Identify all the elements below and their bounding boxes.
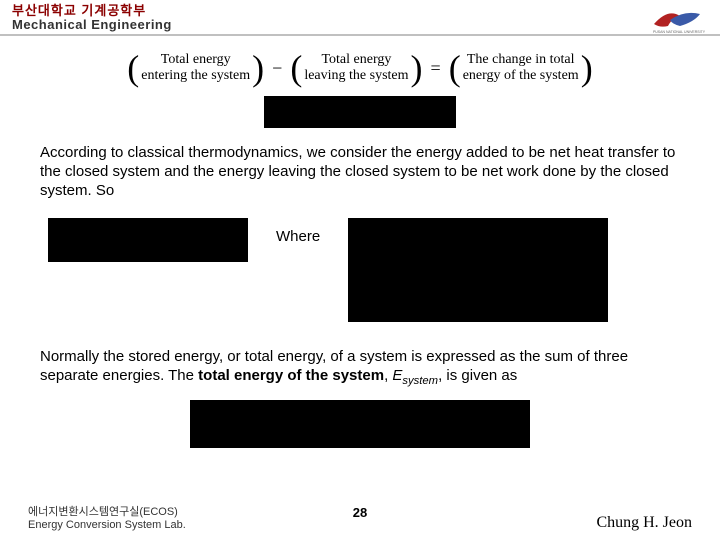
redacted-equation-4 [190,400,530,448]
department-name-kr: 부산대학교 기계공학부 [12,4,172,18]
left-paren-icon: ( [290,50,302,86]
eq-term-entering: ( Total energy entering the system ) [127,50,264,86]
department-block: 부산대학교 기계공학부 Mechanical Engineering [12,4,172,33]
redacted-equation-2 [48,218,248,262]
eq-term-change: ( The change in total energy of the syst… [449,50,593,86]
equation-row-where: Where [40,218,680,322]
left-paren-icon: ( [127,50,139,86]
university-logo: PUSAN NATIONAL UNIVERSITY [650,4,708,34]
eq-term-leaving: ( Total energy leaving the system ) [290,50,422,86]
bird-logo-icon: PUSAN NATIONAL UNIVERSITY [650,4,708,34]
eq-g1-l1: Total energy [161,52,231,67]
right-paren-icon: ) [581,50,593,86]
slide-header: 부산대학교 기계공학부 Mechanical Engineering PUSAN… [0,0,720,36]
paragraph-1: According to classical thermodynamics, w… [40,144,680,200]
paragraph-2: Normally the stored energy, or total ene… [40,348,680,388]
eq-g1-l2: entering the system [141,68,250,83]
lab-name-kr: 에너지변환시스템연구실(ECOS) [28,506,186,519]
svg-text:PUSAN NATIONAL UNIVERSITY: PUSAN NATIONAL UNIVERSITY [653,30,706,34]
energy-balance-equation: ( Total energy entering the system ) − (… [40,50,680,86]
right-paren-icon: ) [252,50,264,86]
p2-subscript: system [402,375,438,387]
right-paren-icon: ) [411,50,423,86]
eq-g2-l1: Total energy [321,52,391,67]
eq-g3-l1: The change in total [467,52,575,67]
equals-operator: = [429,58,443,79]
department-name-en: Mechanical Engineering [12,18,172,32]
p2-part-d: , is given as [438,367,517,384]
page-number: 28 [353,505,367,520]
lab-name-block: 에너지변환시스템연구실(ECOS) Energy Conversion Syst… [28,506,186,532]
where-label: Where [276,218,320,245]
eq-g3-l2: energy of the system [463,68,579,83]
eq-g2-l2: leaving the system [304,68,408,83]
slide-footer: 에너지변환시스템연구실(ECOS) Energy Conversion Syst… [0,506,720,532]
redacted-equation-3 [348,218,608,322]
p2-bold: total energy of the system [198,367,384,384]
minus-operator: − [270,58,284,79]
redacted-equation-1 [264,96,456,128]
slide-body: ( Total energy entering the system ) − (… [0,36,720,448]
p2-symbol: E [392,367,402,384]
left-paren-icon: ( [449,50,461,86]
lab-name-en: Energy Conversion System Lab. [28,519,186,532]
author-name: Chung H. Jeon [596,514,692,532]
